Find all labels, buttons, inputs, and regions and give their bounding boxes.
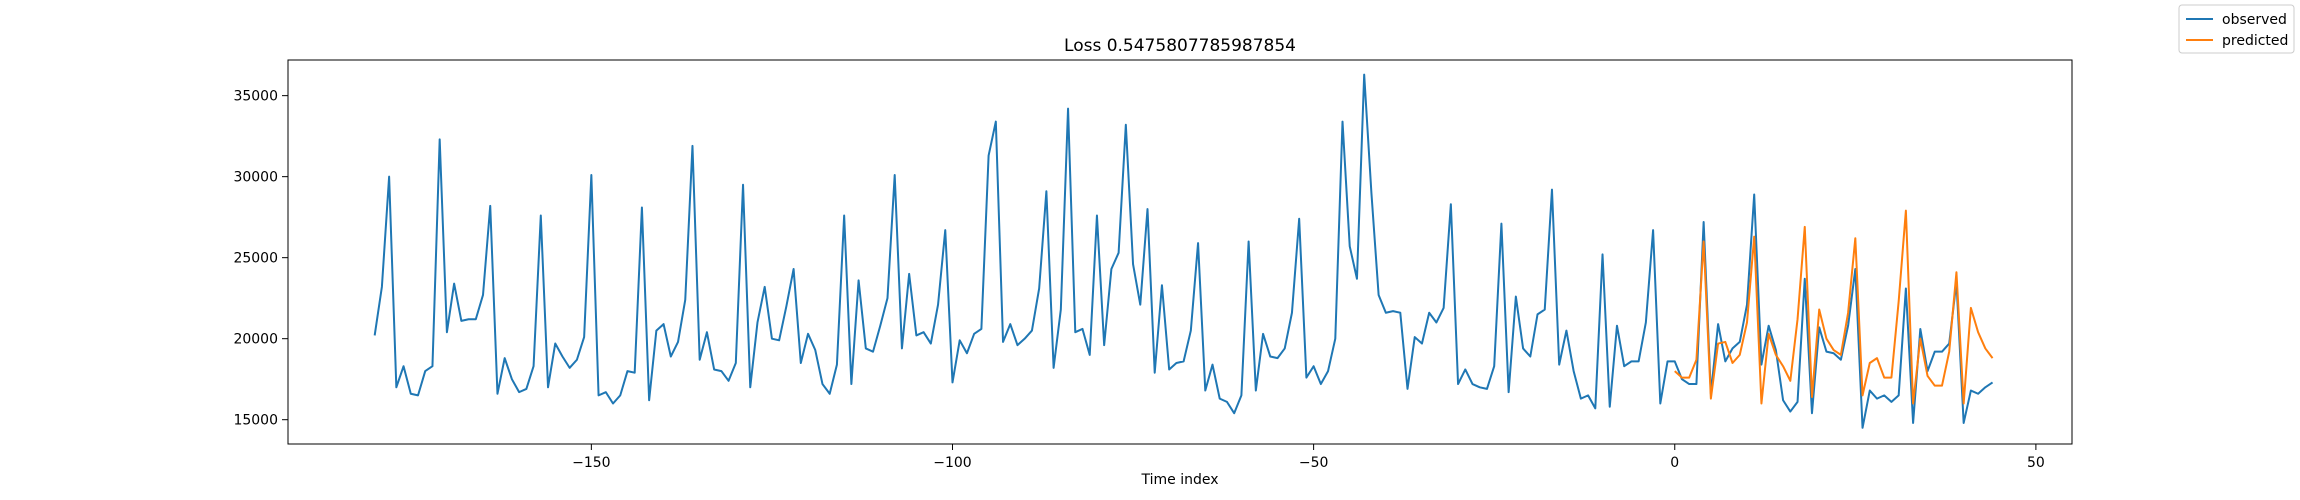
series-layer xyxy=(373,73,1994,429)
series-line-observed xyxy=(373,73,1994,429)
x-tick-label: −100 xyxy=(933,455,971,471)
y-tick-label: 30000 xyxy=(233,170,278,186)
y-axis-ticks: 15000 20000 25000 30000 35000 xyxy=(233,89,288,429)
legend: observed predicted xyxy=(2178,4,2295,54)
x-axis-ticks: −150 −100 −50 0 50 xyxy=(572,444,2045,471)
plot-frame xyxy=(287,59,2073,445)
series-line-predicted xyxy=(1674,209,1994,405)
legend-label-observed: observed xyxy=(2222,12,2287,28)
y-tick-label: 35000 xyxy=(233,89,278,105)
x-tick-label: 50 xyxy=(2027,455,2045,471)
chart-title: Loss 0.5475807785987854 xyxy=(1064,36,1296,56)
y-tick-label: 25000 xyxy=(233,251,278,267)
legend-label-predicted: predicted xyxy=(2222,33,2288,49)
x-tick-label: 0 xyxy=(1670,455,1679,471)
x-tick-label: −150 xyxy=(572,455,610,471)
x-axis-label: Time index xyxy=(1140,472,1218,488)
x-tick-label: −50 xyxy=(1299,455,1329,471)
y-tick-label: 20000 xyxy=(233,332,278,348)
plot-area xyxy=(287,59,2073,445)
y-tick-label: 15000 xyxy=(233,413,278,429)
